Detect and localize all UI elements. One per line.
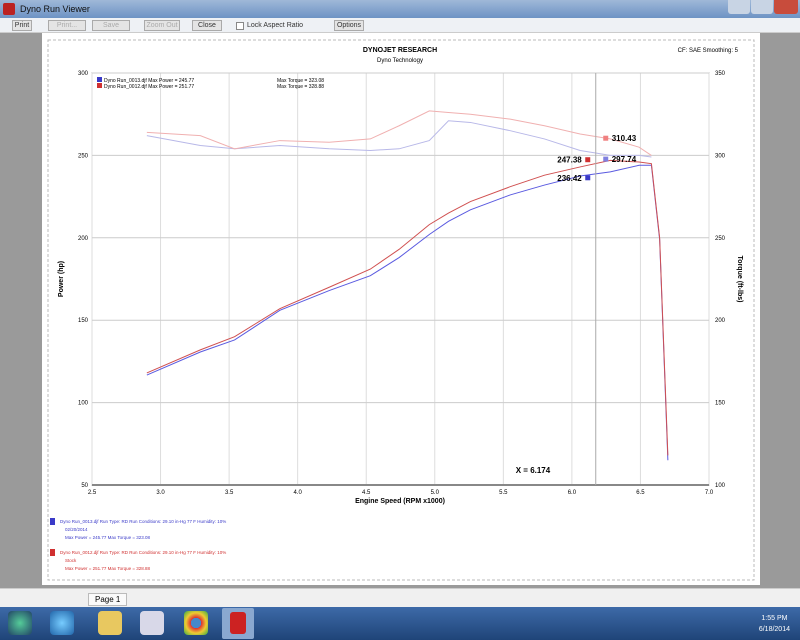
- y-tick-label-right: 150: [715, 401, 726, 407]
- cursor-marker: [585, 175, 591, 181]
- maximize-button[interactable]: [751, 0, 773, 14]
- clock-date: 6/18/2014: [758, 626, 790, 633]
- x-tick-label: 5.5: [499, 490, 508, 496]
- note-line: Max Power = 245.77 Max Torque = 323.08: [65, 535, 150, 540]
- y-tick-label-left: 50: [81, 483, 88, 489]
- print-setup-button[interactable]: Print...: [48, 20, 86, 31]
- y-axis-label-right: Torque (ft-lbs): [736, 256, 743, 303]
- note-line: Dyno Run_0013.djf Run Type: RD Run Condi…: [60, 519, 226, 524]
- y-tick-label-left: 200: [78, 236, 89, 242]
- note-line: 02/20/2014: [65, 527, 88, 532]
- minimize-button[interactable]: [728, 0, 750, 14]
- toolbar: Print Print... Save Zoom Out Close Lock …: [0, 18, 800, 33]
- page-indicator: Page 1: [88, 593, 128, 606]
- note-line: Stock: [65, 558, 77, 563]
- cursor-value-label: 236.42: [557, 174, 582, 183]
- y-tick-label-right: 100: [715, 483, 726, 489]
- report-settings: CF: SAE Smoothing: 5: [678, 48, 739, 54]
- dyno-app-taskbar-button[interactable]: [222, 608, 254, 639]
- window-title: Dyno Run Viewer: [20, 4, 90, 14]
- cursor-marker: [603, 135, 609, 141]
- dyno-chart: DYNOJET RESEARCH Dyno Technology CF: SAE…: [47, 39, 755, 581]
- options-button[interactable]: Options: [334, 20, 364, 31]
- cursor-value-label: 247.38: [557, 156, 582, 165]
- cursor-value-label: 297.74: [612, 155, 637, 164]
- file-explorer-icon[interactable]: [98, 611, 122, 635]
- close-window-button[interactable]: [774, 0, 798, 14]
- close-button[interactable]: Close: [192, 20, 222, 31]
- app-icon: [3, 3, 15, 15]
- x-tick-label: 4.5: [362, 490, 371, 496]
- series-line-1: [146, 159, 669, 456]
- print-button[interactable]: Print: [12, 20, 32, 31]
- clock-time: 1:55 PM: [761, 615, 788, 622]
- status-bar: Page 1: [0, 588, 800, 607]
- legend-item: Dyno Run_0012.djf Max Power = 251.77: [104, 84, 194, 90]
- y-tick-label-right: 250: [715, 236, 726, 242]
- internet-explorer-icon[interactable]: [50, 611, 74, 635]
- start-button-icon[interactable]: [8, 611, 32, 635]
- report-page: DYNOJET RESEARCH Dyno Technology CF: SAE…: [42, 33, 760, 585]
- save-button[interactable]: Save: [92, 20, 130, 31]
- note-swatch-red: [50, 549, 55, 556]
- x-tick-label: 7.0: [705, 490, 714, 496]
- x-tick-label: 5.0: [431, 490, 440, 496]
- y-axis-label-left: Power (hp): [58, 261, 65, 297]
- page-border: [47, 39, 755, 581]
- series-line-3: [146, 110, 652, 156]
- x-tick-label: 6.5: [636, 490, 645, 496]
- x-tick-label: 6.0: [568, 490, 577, 496]
- x-tick-label: 2.5: [88, 490, 97, 496]
- y-tick-label-right: 200: [715, 318, 726, 324]
- note-line: Dyno Run_0012.djf Run Type: RD Run Condi…: [60, 550, 226, 555]
- y-tick-label-right: 300: [715, 153, 726, 159]
- report-subtitle: Dyno Technology: [377, 58, 423, 64]
- cursor-marker: [585, 157, 591, 163]
- run-notes: Dyno Run_0013.djf Run Type: RD Run Condi…: [50, 518, 226, 571]
- y-tick-label-left: 150: [78, 318, 89, 324]
- legend-item-torque: Max Torque = 323.08: [277, 78, 324, 84]
- cursor-label: X = 6.174: [516, 466, 551, 475]
- x-axis-label: Engine Speed (RPM x1000): [355, 498, 445, 505]
- legend-item-torque: Max Torque = 328.88: [277, 84, 324, 90]
- x-tick-label: 3.0: [156, 490, 165, 496]
- legend-swatch-red: [97, 83, 102, 88]
- system-clock[interactable]: 1:55 PM 6/18/2014: [759, 613, 790, 635]
- series-line-2: [146, 120, 652, 158]
- report-company: DYNOJET RESEARCH: [363, 47, 437, 54]
- series-line-0: [146, 164, 669, 461]
- y-tick-label-left: 250: [78, 153, 89, 159]
- note-line: Max Power = 251.77 Max Torque = 328.88: [65, 566, 150, 571]
- legend-top: Dyno Run_0013.djf Max Power = 245.77 Max…: [97, 77, 324, 90]
- chrome-icon[interactable]: [184, 611, 208, 635]
- dyno-app-icon: [230, 612, 246, 634]
- note-swatch-blue: [50, 518, 55, 525]
- y-tick-label-left: 100: [78, 401, 89, 407]
- lock-aspect-checkbox[interactable]: [236, 22, 244, 30]
- title-bar: Dyno Run Viewer: [0, 0, 800, 18]
- x-tick-label: 4.0: [293, 490, 302, 496]
- y-tick-label-right: 350: [715, 71, 726, 77]
- zoom-out-button[interactable]: Zoom Out: [144, 20, 180, 31]
- y-tick-label-left: 300: [78, 71, 89, 77]
- cursor-value-label: 310.43: [612, 134, 637, 143]
- cursor-marker: [603, 156, 609, 162]
- x-tick-label: 3.5: [225, 490, 234, 496]
- taskbar: 1:55 PM 6/18/2014: [0, 607, 800, 640]
- media-player-icon[interactable]: [140, 611, 164, 635]
- legend-swatch-blue: [97, 77, 102, 82]
- lock-aspect-label: Lock Aspect Ratio: [247, 22, 304, 29]
- legend-item: Dyno Run_0013.djf Max Power = 245.77: [104, 78, 194, 84]
